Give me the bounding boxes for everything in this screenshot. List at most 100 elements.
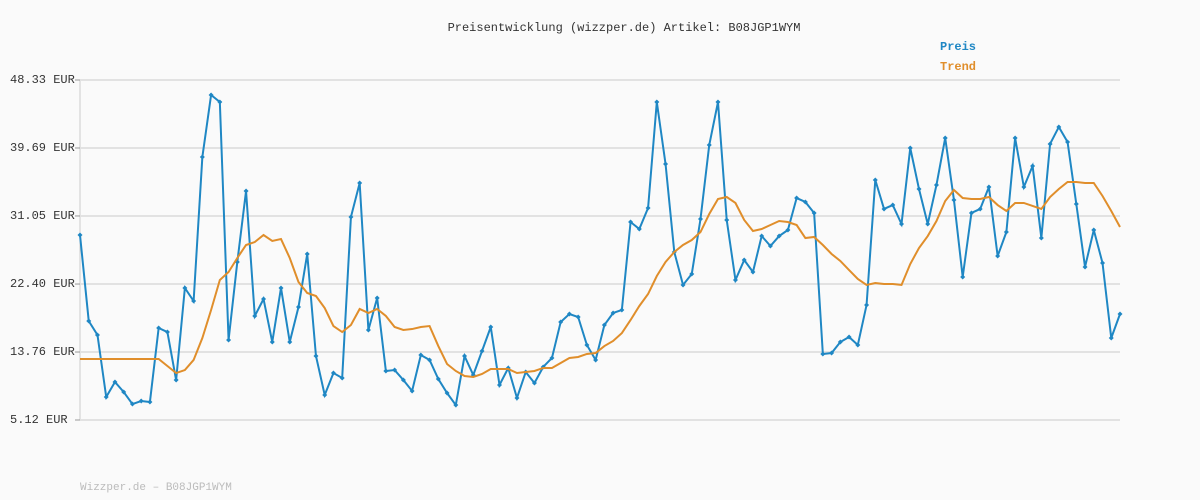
point-marker [584,342,590,348]
point-marker [566,311,572,317]
point-marker [724,217,730,223]
point-marker [855,342,861,348]
legend-label: Preis [940,40,976,54]
point-marker [435,376,441,382]
point-marker [698,216,704,222]
point-marker [846,334,852,340]
point-marker [94,332,100,338]
point-marker [829,350,835,356]
point-marker [427,357,433,363]
point-marker [741,257,747,263]
point-marker [199,154,205,160]
point-marker [995,253,1001,259]
point-marker [785,227,791,233]
point-marker [645,205,651,211]
point-marker [820,351,826,357]
point-marker [348,214,354,220]
point-marker [802,199,808,205]
point-marker [261,296,267,302]
point-marker [872,177,878,183]
y-tick-label: 22.40 EUR [10,277,75,291]
point-marker [977,206,983,212]
point-marker [925,221,931,227]
point-marker [243,188,249,194]
point-marker [531,380,537,386]
point-marker [881,206,887,212]
y-tick-label: 48.33 EUR [10,73,75,87]
point-marker [191,298,197,304]
point-marker [654,99,660,105]
point-marker [1117,311,1123,317]
point-marker [357,180,363,186]
point-marker [680,282,686,288]
point-marker [960,274,966,280]
point-marker [479,348,485,354]
point-marker [77,232,83,238]
point-marker [86,318,92,324]
point-marker [147,399,153,405]
point-marker [916,186,922,192]
point-marker [619,307,625,313]
point-marker [322,392,328,398]
point-marker [549,355,555,361]
point-marker [986,184,992,190]
point-marker [182,285,188,291]
point-marker [907,145,913,151]
point-marker [488,324,494,330]
point-marker [304,251,310,257]
point-marker [330,370,336,376]
point-marker [409,388,415,394]
point-marker [767,243,773,249]
point-marker [1056,124,1062,130]
point-marker [750,269,756,275]
point-marker [392,367,398,373]
point-marker [1047,141,1053,147]
point-marker [759,233,765,239]
point-marker [811,210,817,216]
point-marker [715,99,721,105]
point-marker [794,195,800,201]
point-marker [1065,139,1071,145]
point-marker [339,375,345,381]
point-marker [252,313,258,319]
point-marker [164,329,170,335]
point-marker [1021,184,1027,190]
point-marker [951,197,957,203]
point-marker [383,368,389,374]
point-marker [217,99,223,105]
point-marker [156,325,162,331]
point-marker [287,339,293,345]
point-marker [1108,335,1114,341]
point-marker [418,352,424,358]
point-marker [112,379,118,385]
point-marker [1091,227,1097,233]
point-marker [173,377,179,383]
point-marker [374,295,380,301]
point-marker [295,304,301,310]
point-marker [462,353,468,359]
point-marker [558,319,564,325]
point-marker [890,202,896,208]
point-marker [121,389,127,395]
point-marker [278,285,284,291]
point-marker [601,322,607,328]
point-marker [1012,135,1018,141]
point-marker [1003,229,1009,235]
point-marker [1038,235,1044,241]
y-tick-label: 5.12 EUR [10,413,68,427]
point-marker [313,353,319,359]
legend-label: Trend [940,60,976,74]
point-marker [837,339,843,345]
point-marker [663,161,669,167]
point-marker [628,219,634,225]
point-marker [514,395,520,401]
point-marker [103,394,109,400]
chart-title: Preisentwicklung (wizzper.de) Artikel: B… [448,21,801,35]
point-marker [636,226,642,232]
point-marker [968,210,974,216]
point-marker [1073,201,1079,207]
series-line [80,180,1121,378]
point-marker [453,402,459,408]
